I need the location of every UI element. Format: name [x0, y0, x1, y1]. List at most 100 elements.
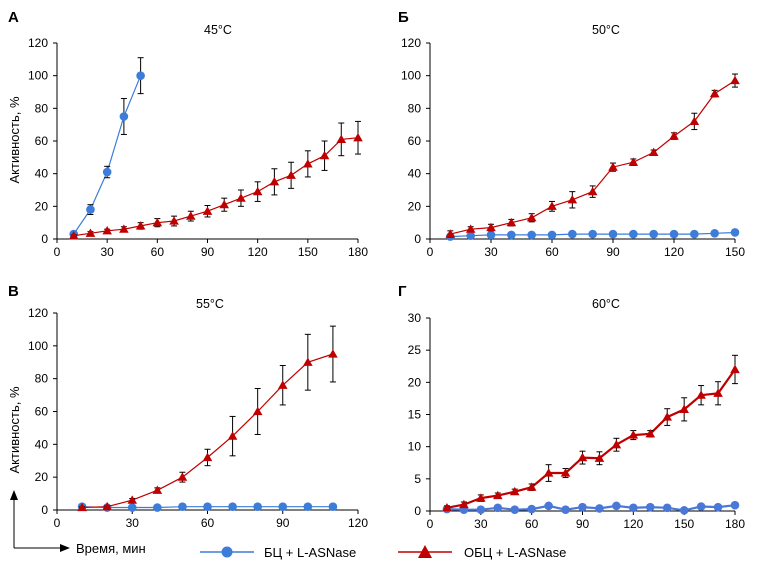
data-point — [649, 229, 658, 239]
y-tick-label: 100 — [28, 69, 48, 83]
data-point — [319, 150, 330, 160]
x-tick-label: 0 — [54, 516, 61, 530]
y-tick-label: 30 — [408, 311, 422, 325]
x-tick-label: 150 — [298, 245, 318, 259]
x-tick-label: 0 — [427, 245, 434, 259]
data-point — [476, 493, 486, 502]
y-tick-label: 60 — [408, 134, 422, 148]
data-point — [730, 228, 740, 237]
series-line — [73, 137, 359, 237]
data-point — [286, 170, 296, 179]
data-point — [527, 504, 536, 514]
data-point — [303, 159, 313, 168]
x-tick-label: 60 — [201, 516, 215, 530]
data-point — [303, 502, 313, 512]
data-point — [608, 162, 618, 171]
series-bc-d — [442, 500, 740, 515]
data-point — [709, 88, 720, 98]
y-axis-label-c: Активность, % — [7, 386, 22, 473]
y-tick-label: 10 — [408, 440, 422, 454]
data-point — [561, 505, 570, 515]
data-point — [353, 132, 363, 142]
y-tick-label: 80 — [408, 101, 422, 115]
data-point — [578, 502, 587, 512]
data-point — [506, 217, 517, 227]
data-point — [185, 211, 196, 220]
y-tick-label: 80 — [35, 372, 49, 386]
data-point — [679, 404, 689, 413]
data-point — [442, 502, 452, 512]
y-tick-label: 120 — [28, 306, 48, 320]
data-point — [119, 112, 129, 121]
y-tick-label: 120 — [401, 36, 421, 50]
x-indicator-arrowhead — [60, 544, 70, 552]
data-point — [690, 229, 699, 239]
data-point — [645, 429, 656, 438]
panel-d: Г 60°C 0 5 10 15 20 25 30 0 30 60 90 120 150 180 — [398, 283, 745, 531]
series-bc-a — [69, 57, 145, 239]
data-point — [278, 502, 288, 512]
series-line — [446, 368, 736, 509]
data-point — [152, 485, 163, 494]
axis-indicator: Время, мин — [10, 490, 146, 556]
data-point — [567, 195, 578, 204]
y-tick-label: 20 — [35, 199, 49, 213]
data-point — [493, 503, 503, 513]
y-tick-label: 40 — [408, 167, 422, 181]
data-point — [628, 430, 639, 439]
x-tick-label: 0 — [54, 245, 61, 259]
panel-label-c: В — [8, 283, 19, 300]
x-tick-label: 90 — [276, 516, 290, 530]
data-point — [645, 502, 655, 512]
x-tick-label: 30 — [474, 517, 488, 531]
series-line — [450, 80, 736, 235]
panel-title-b: 50°C — [592, 23, 620, 37]
data-point — [127, 495, 138, 504]
data-point — [227, 431, 238, 440]
data-point — [336, 134, 347, 143]
data-point — [486, 230, 496, 240]
y-tick-label: 15 — [408, 408, 422, 422]
y-tick-label: 0 — [41, 503, 48, 517]
y-tick-label: 60 — [35, 134, 49, 148]
data-point — [269, 177, 280, 186]
data-point — [228, 502, 237, 512]
data-point — [102, 226, 112, 235]
x-tick-label: 60 — [151, 245, 165, 259]
x-tick-label: 60 — [525, 517, 539, 531]
data-point — [252, 186, 263, 196]
data-point — [86, 205, 95, 214]
y-tick-label: 0 — [414, 232, 421, 246]
y-tick-label: 5 — [414, 472, 421, 486]
legend-marker-circle — [221, 546, 233, 558]
panel-title-c: 55°C — [196, 297, 224, 311]
legend-label-bc: БЦ + L-ASNase — [264, 545, 356, 560]
x-tick-label: 90 — [606, 245, 620, 259]
data-point — [629, 503, 638, 513]
y-tick-label: 100 — [28, 339, 48, 353]
data-point — [560, 468, 571, 477]
data-point — [696, 502, 706, 511]
series-obc-b — [445, 73, 740, 238]
x-axis-label: Время, мин — [76, 541, 146, 556]
data-point — [679, 506, 689, 515]
panel-title-a: 45°C — [204, 23, 232, 37]
data-point — [730, 75, 740, 85]
data-point — [459, 499, 469, 509]
data-point — [203, 502, 212, 512]
data-point — [510, 505, 520, 515]
panel-title-d: 60°C — [592, 297, 620, 311]
y-tick-label: 100 — [401, 69, 421, 83]
data-point — [202, 452, 213, 462]
data-point — [547, 230, 557, 240]
y-tick-label: 80 — [35, 101, 49, 115]
legend-label-obc: ОБЦ + L-ASNase — [464, 545, 566, 560]
data-point — [526, 212, 537, 222]
series-obc-d — [442, 354, 740, 512]
data-point — [486, 222, 496, 232]
data-point — [68, 230, 79, 240]
y-tick-label: 20 — [35, 470, 49, 484]
series-obc-c — [77, 325, 338, 512]
legend-marker-triangle — [418, 545, 432, 558]
data-point — [669, 229, 679, 239]
